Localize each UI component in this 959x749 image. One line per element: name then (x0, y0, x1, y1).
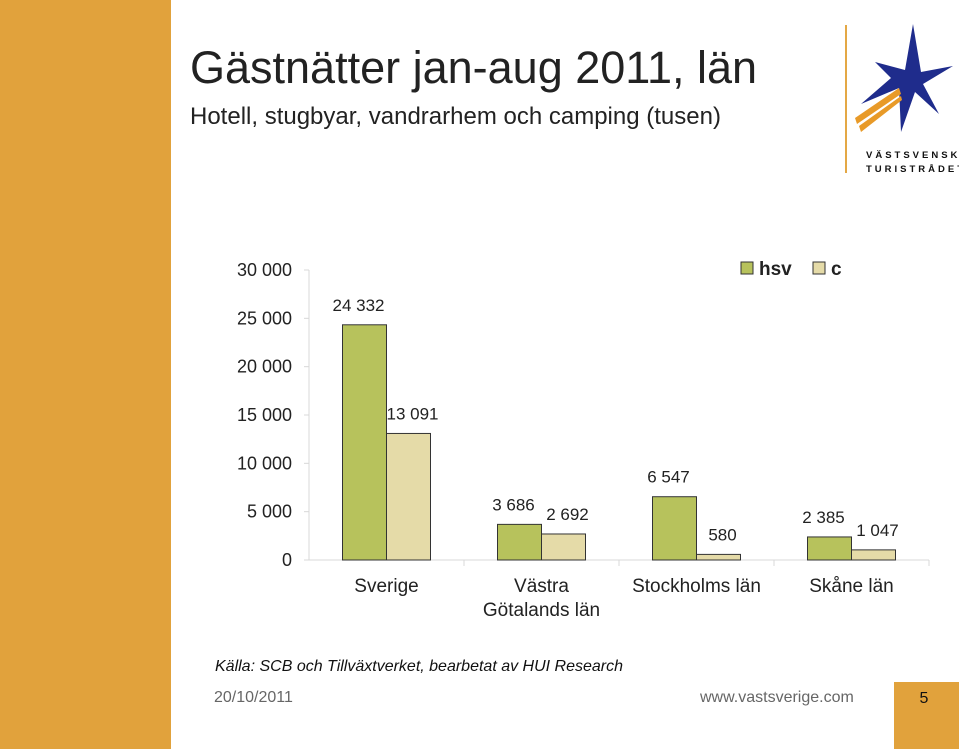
logo-star-shape (861, 24, 953, 132)
data-label: 13 091 (387, 404, 439, 423)
bar-c (541, 533, 586, 561)
footer-url[interactable]: www.vastsverige.com (700, 689, 854, 706)
logo-orange-ray (859, 96, 902, 132)
category-label: Stockholms län (632, 576, 761, 597)
y-tick-label: 15 000 (237, 405, 292, 425)
data-label: 3 686 (492, 495, 535, 514)
vastsvenska-logo-icon (855, 24, 953, 132)
logo-orange-rays (855, 88, 901, 124)
bar-chart: 0 5 000 10 000 15 000 20 000 25 000 30 000 24 3… (237, 259, 930, 621)
y-tick-label: 25 000 (237, 308, 292, 328)
bar-hsv (652, 496, 697, 561)
source-note: Källa: SCB och Tillväxtverket, bearbetat… (215, 658, 624, 675)
bar-hsv (497, 523, 542, 561)
category-label: Götalands län (483, 600, 600, 621)
y-tick-label: 0 (282, 550, 292, 570)
bar-c (696, 553, 741, 561)
category-label: Västra (514, 576, 569, 597)
data-label: 1 047 (856, 521, 899, 540)
header-divider (845, 25, 847, 173)
bar-hsv (342, 324, 387, 561)
data-label: 2 692 (546, 505, 589, 524)
y-tick-label: 20 000 (237, 357, 292, 377)
page-number: 5 (919, 690, 929, 707)
bar-c (386, 432, 431, 561)
data-label: 2 385 (802, 508, 845, 527)
y-tick-label: 30 000 (237, 260, 292, 280)
bar-c (851, 549, 896, 561)
left-accent-bar (0, 0, 171, 749)
page-subtitle: Hotell, stugbyar, vandrarhem och camping… (190, 103, 721, 130)
y-tick-label: 5 000 (247, 502, 292, 522)
logo-text-line2: TURISTRÅDET (866, 164, 959, 175)
legend-swatch-hsv (740, 261, 754, 275)
legend-swatch-c (812, 261, 826, 275)
data-label: 6 547 (647, 468, 690, 487)
bar-hsv (807, 536, 852, 561)
logo-text-line1: VÄSTSVENSKA (866, 150, 959, 161)
y-tick-label: 10 000 (237, 453, 292, 473)
legend-label-c: c (831, 259, 842, 280)
category-label: Skåne län (809, 576, 894, 597)
page-number-box: 5 (894, 682, 959, 749)
legend-label-hsv: hsv (759, 259, 792, 280)
data-label: 580 (708, 525, 736, 544)
footer-date: 20/10/2011 (214, 689, 293, 706)
data-label: 24 332 (333, 296, 385, 315)
page-title: Gästnätter jan-aug 2011, län (190, 42, 758, 93)
category-label: Sverige (354, 576, 418, 597)
